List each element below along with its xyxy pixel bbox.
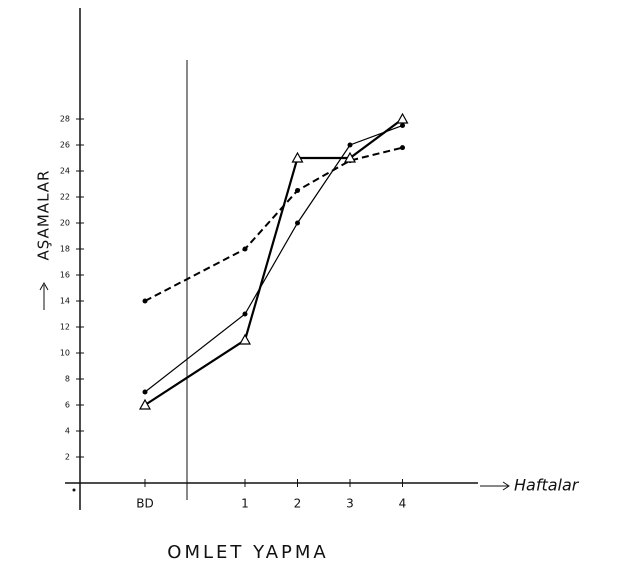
y-tick-label: 6 bbox=[65, 401, 70, 410]
point-marker bbox=[138, 398, 152, 410]
point-marker bbox=[396, 112, 409, 124]
y-tick-label: 20 bbox=[60, 219, 70, 228]
point-marker bbox=[400, 123, 405, 128]
point-marker bbox=[343, 151, 357, 163]
x-tick-label: 1 bbox=[241, 497, 249, 511]
series-line bbox=[144, 146, 403, 302]
y-label-arrowhead bbox=[39, 281, 49, 291]
y-tick-label: 18 bbox=[60, 245, 70, 254]
x-tick-label: 2 bbox=[294, 497, 302, 511]
point-marker bbox=[142, 389, 148, 395]
x-tick-label: 3 bbox=[346, 497, 354, 511]
y-tick-label: 16 bbox=[60, 271, 70, 280]
point-marker bbox=[242, 246, 248, 252]
point-marker bbox=[142, 298, 148, 304]
point-marker bbox=[242, 311, 248, 317]
y-tick-label: 26 bbox=[60, 141, 70, 150]
point-marker bbox=[400, 145, 405, 151]
y-tick-label: 2 bbox=[65, 453, 70, 462]
y-tick-label: 28 bbox=[60, 115, 70, 124]
point-marker bbox=[238, 333, 252, 345]
chart-title: OMLET YAPMA bbox=[167, 542, 328, 563]
y-tick-label: 12 bbox=[60, 323, 70, 332]
y-tick-label: 8 bbox=[65, 375, 70, 384]
x-tick-label: 4 bbox=[399, 497, 407, 511]
x-label-arrowhead bbox=[502, 481, 510, 491]
point-marker bbox=[291, 151, 304, 163]
y-tick-label: 24 bbox=[60, 167, 70, 176]
series-line bbox=[144, 124, 403, 393]
x-tick-label: BD bbox=[136, 497, 153, 511]
y-tick-label: 10 bbox=[60, 349, 70, 358]
y-tick-label: 4 bbox=[65, 427, 70, 436]
y-tick-label: 22 bbox=[60, 193, 70, 202]
origin-dot bbox=[72, 488, 76, 492]
point-marker bbox=[295, 188, 300, 193]
x-axis-label: Haftalar bbox=[514, 476, 580, 495]
point-marker bbox=[347, 142, 353, 148]
y-axis-label: AŞAMALAR bbox=[35, 170, 53, 261]
y-tick-label: 14 bbox=[60, 297, 70, 306]
point-marker bbox=[295, 220, 300, 226]
